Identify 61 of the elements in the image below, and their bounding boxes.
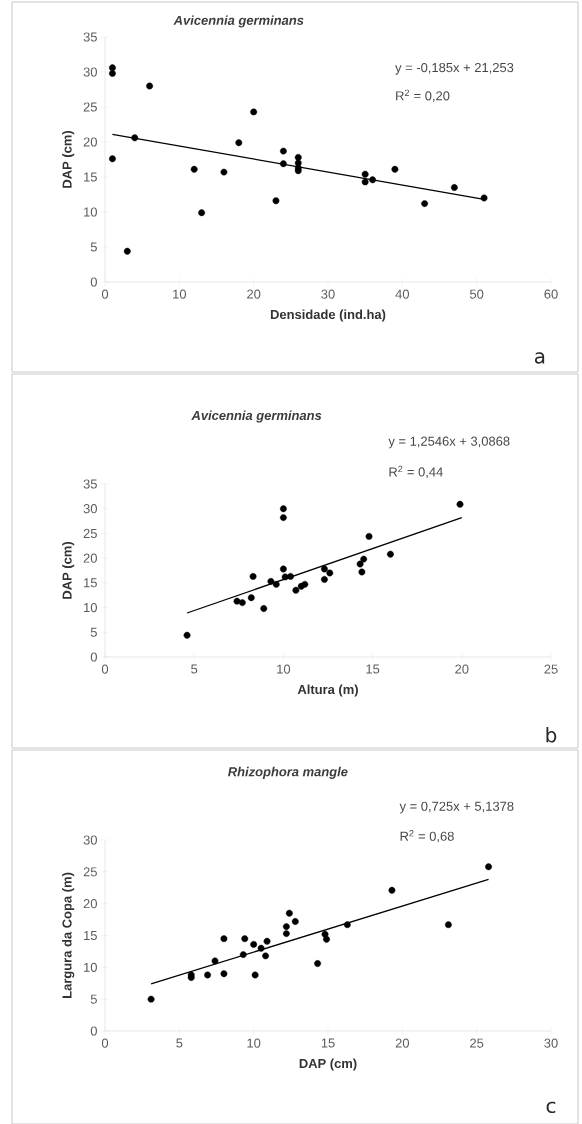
y-tick-label: 30: [83, 67, 97, 77]
y-tick-label: 5: [90, 994, 97, 1004]
x-axis-title: Densidade (ind.ha): [270, 309, 386, 322]
x-tick-label: 10: [247, 1038, 261, 1048]
y-tick-label: 5: [90, 242, 97, 252]
x-tick-label: 15: [366, 664, 380, 674]
x-tick-label: 0: [101, 1038, 109, 1048]
x-tick-label: 20: [247, 289, 261, 299]
x-tick-label: 25: [544, 664, 558, 674]
y-tick-label: 20: [83, 899, 97, 909]
y-tick-label: 5: [90, 627, 97, 637]
x-tick-label: 20: [395, 1038, 410, 1048]
y-tick-label: 0: [90, 652, 97, 662]
x-tick-label: 20: [455, 664, 469, 674]
x-axis-title: DAP (cm): [299, 1058, 357, 1071]
y-tick-label: 10: [84, 207, 97, 217]
y-tick-label: 0: [90, 1026, 97, 1036]
y-tick-label: 15: [84, 930, 97, 941]
text: c: [546, 1101, 556, 1114]
annotation: y = -0,185x + 21,253: [395, 62, 514, 75]
x-tick-label: 40: [395, 289, 410, 299]
y-tick-label: 10: [84, 602, 97, 613]
y-tick-label: 20: [83, 553, 97, 563]
text: b: [546, 727, 557, 743]
x-tick-label: 0: [101, 664, 109, 674]
x-tick-label: 0: [101, 289, 109, 299]
chart-title: Rhizophora mangle: [228, 766, 348, 779]
text: y = 1,2546x + 3,0868: [388, 436, 510, 449]
x-tick-label: 5: [191, 664, 198, 674]
y-axis-title: Largura da Copa (m): [62, 872, 75, 998]
x-tick-label: 5: [176, 1038, 183, 1048]
y-tick-label: 25: [83, 867, 97, 877]
x-tick-label: 60: [544, 289, 558, 299]
y-tick-label: 35: [83, 32, 97, 42]
x-tick-label: 10: [173, 289, 187, 299]
annotation: R$^{2}$ = 0,20: [396, 89, 450, 102]
y-tick-label: 25: [83, 528, 97, 539]
x-tick-label: 10: [277, 664, 291, 674]
chart-title: Avicennia germinans: [191, 410, 322, 423]
x-tick-label: 25: [470, 1038, 484, 1048]
y-tick-label: 15: [84, 578, 97, 588]
y-tick-label: 25: [83, 102, 97, 112]
text: R$^{2}$ = 0,44: [389, 465, 443, 479]
y-tick-label: 10: [84, 962, 97, 972]
x-tick-label: 50: [469, 289, 484, 299]
y-tick-label: 0: [90, 277, 97, 287]
y-tick-label: 35: [83, 479, 97, 489]
annotation: R$^{2}$ = 0,68: [400, 830, 454, 843]
x-tick-label: 15: [321, 1038, 335, 1048]
y-tick-label: 30: [83, 504, 97, 514]
x-tick-label: 30: [321, 289, 335, 299]
chart-title: Avicennia germinans: [173, 15, 304, 28]
y-axis-title: DAP (cm): [62, 131, 75, 188]
text: y = 0,725x + 5,1378: [399, 801, 514, 814]
y-tick-label: 30: [83, 835, 97, 845]
x-axis-title: Altura (m): [297, 684, 358, 697]
x-tick-label: 30: [544, 1038, 558, 1048]
text: a: [534, 352, 545, 364]
y-axis-title: DAP (cm): [62, 542, 75, 599]
y-tick-label: 15: [84, 172, 97, 182]
y-tick-label: 20: [83, 137, 97, 147]
